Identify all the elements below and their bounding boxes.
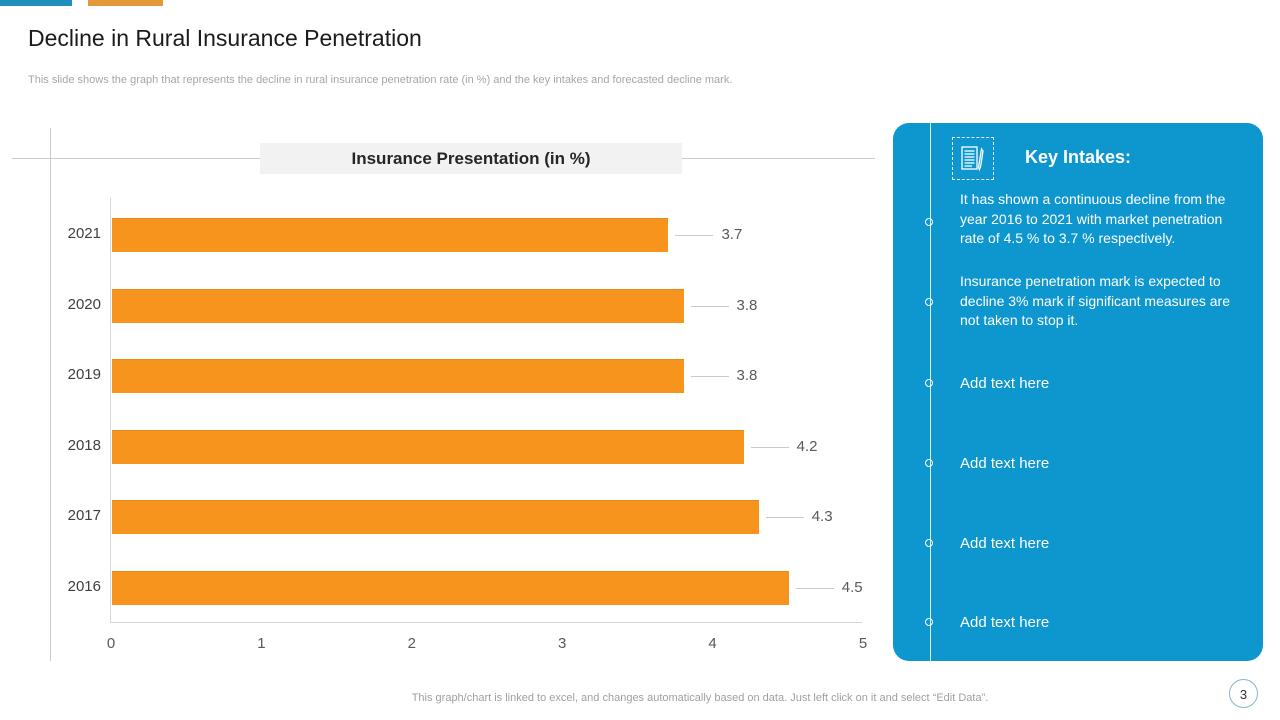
chart-row: 2019 3.8 [68, 359, 862, 393]
leader-line [675, 235, 714, 236]
leader-line [750, 446, 789, 448]
bar [112, 359, 684, 393]
decor-vertical-line [50, 128, 51, 661]
bar [112, 288, 684, 323]
chart-plot[interactable]: 2021 3.7 2020 3.8 2019 3.8 2018 4.2 2017 4.3 2016 4… [68, 198, 867, 652]
key-intakes-panel: Key Intakes: It has shown a continuous d… [893, 123, 1263, 672]
x-tick-label: 4 [708, 635, 717, 652]
add-text-placeholder[interactable]: Add text here [960, 535, 1050, 552]
x-tick-label: 2 [407, 635, 416, 652]
key-intakes-heading: Key Intakes: [1025, 147, 1132, 167]
page-subtitle: This slide shows the graph that represen… [28, 74, 733, 86]
page-title: Decline in Rural Insurance Penetration [28, 25, 422, 51]
x-tick-label: 0 [106, 635, 116, 652]
x-tick-label: 3 [558, 635, 567, 652]
key-intake-bullet: It has shown a continuous decline from t… [960, 191, 1226, 246]
timeline-node-icon [925, 459, 933, 467]
accent-bar-blue [0, 0, 72, 6]
x-tick-label: 5 [858, 635, 868, 652]
timeline-node-icon [925, 618, 933, 626]
document-pencil-icon [952, 137, 994, 180]
page-number-badge: 3 [1229, 679, 1258, 708]
chart-row: 2018 4.2 [68, 429, 862, 464]
value-label: 3.7 [721, 226, 743, 243]
timeline-line [930, 123, 931, 672]
bar [112, 500, 759, 534]
footer-note: This graph/chart is linked to excel, and… [411, 692, 989, 704]
chart-title: Insurance Presentation (in %) [260, 143, 682, 174]
category-label: 2016 [67, 577, 101, 595]
key-intake-bullet: Insurance penetration mark is expected t… [960, 273, 1231, 328]
value-label: 4.3 [811, 508, 833, 525]
leader-line [765, 517, 804, 518]
chart-row: 2016 4.5 [68, 570, 863, 605]
timeline-node-icon [925, 379, 933, 387]
accent-bar-orange [88, 0, 163, 6]
chart-row: 2021 3.7 [68, 218, 862, 252]
chart-row: 2020 3.8 [68, 288, 862, 323]
chart-row: 2017 4.3 [68, 500, 862, 534]
category-label: 2017 [67, 507, 101, 524]
timeline-node-icon [925, 218, 933, 226]
leader-line [690, 376, 729, 377]
bar [112, 570, 789, 605]
bar [112, 429, 744, 464]
leader-line [690, 305, 729, 307]
leader-line [795, 587, 834, 589]
category-label: 2018 [67, 436, 101, 454]
value-label: 4.5 [841, 578, 863, 596]
bar [112, 218, 669, 252]
category-label: 2020 [67, 295, 101, 313]
add-text-placeholder[interactable]: Add text here [960, 375, 1050, 392]
timeline-node-icon [925, 539, 933, 547]
value-label: 3.8 [736, 367, 758, 384]
category-label: 2019 [67, 366, 101, 383]
value-label: 4.2 [796, 437, 818, 455]
value-label: 3.8 [736, 296, 758, 314]
add-text-placeholder[interactable]: Add text here [960, 614, 1050, 631]
category-label: 2021 [67, 225, 101, 242]
add-text-placeholder[interactable]: Add text here [960, 455, 1050, 472]
x-tick-label: 1 [257, 635, 266, 652]
timeline-node-icon [925, 298, 933, 306]
